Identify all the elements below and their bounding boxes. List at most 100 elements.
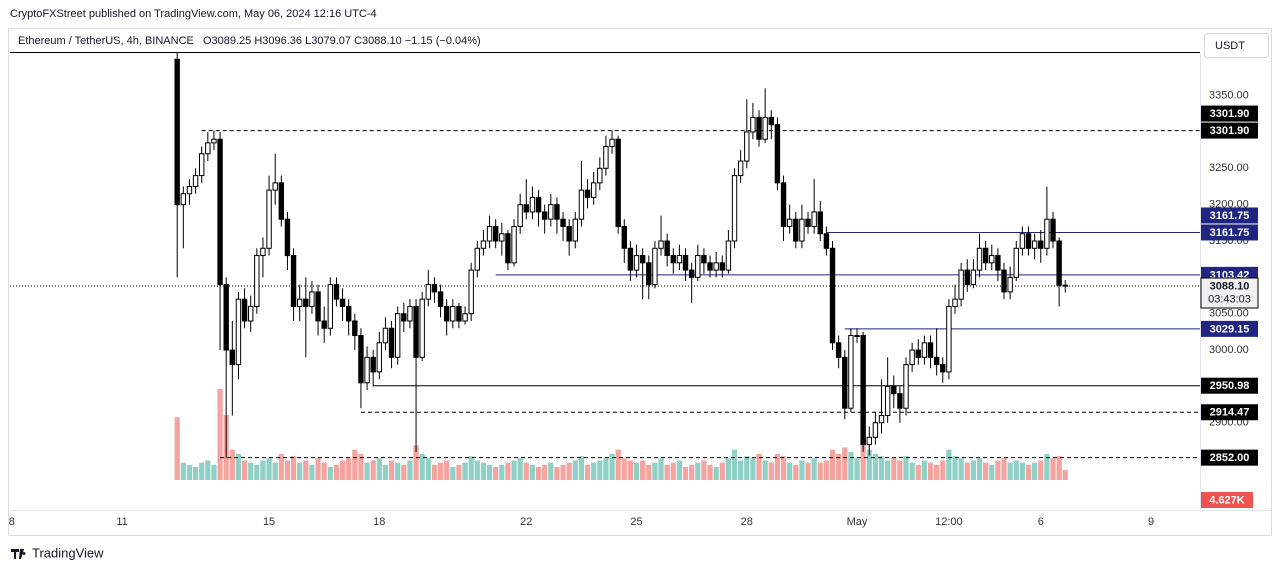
volume-bar [376,458,382,480]
candle-body [854,335,860,338]
volume-bar [566,462,572,480]
volume-bar [480,462,487,480]
candle-body [995,255,1001,271]
volume-bar [364,462,370,480]
legend: Ethereum / TetherUS, 4h, BINANCE O3089.2… [18,35,481,47]
currency-button-label[interactable]: USDT [1215,40,1245,52]
candle-body [940,364,946,373]
currency-button[interactable]: USDT [1204,33,1269,58]
candle-body [462,313,468,322]
candle-body [486,225,493,242]
candle-body [431,284,438,293]
volume-bar [174,417,180,480]
volume-bar [248,462,254,480]
volume-bar [842,447,848,480]
candle-body [695,255,701,278]
volume-bar [309,464,315,480]
volume-bar [578,456,585,480]
volume-bar [1044,454,1050,480]
x-tick-label: 15 [263,516,275,528]
volume-bar [321,462,327,480]
volume-bar [970,460,976,480]
candle-body [192,175,199,187]
y-tick-label: 3250.00 [1209,162,1249,174]
publisher-header: CryptoFXStreet published on TradingView.… [10,8,377,20]
candle-body [260,247,266,257]
candle-body [554,204,560,220]
volume-bar [388,460,395,480]
volume-bar [866,449,872,480]
volume-bar [303,460,309,480]
volume-bar [903,456,909,480]
volume-bar [437,462,444,480]
level-badge-box [1201,404,1258,421]
legend-c: C [354,35,362,47]
volume-bar [266,458,272,480]
chart-frame [8,28,1272,536]
candle-body [180,193,187,206]
legend-l: L [305,35,311,47]
volume-bar [762,460,768,480]
volume-bar [486,464,493,480]
level-badge-text: 3161.75 [1210,227,1250,239]
volume-bar [946,449,952,480]
volume-bar [352,449,358,480]
candle-body [952,298,958,307]
candle-body [535,196,542,213]
candle-body [523,204,529,213]
candle-body [425,284,432,300]
candle-body [358,335,364,384]
candle-body [946,305,952,373]
candle-body [376,342,383,373]
volume-bar [333,464,340,480]
volume-bar [535,467,542,480]
y-tick-label: 3000.00 [1209,344,1249,356]
x-tick-label: 9 [1148,516,1154,528]
volume-bar [633,462,640,480]
candle-body [793,218,799,242]
candle-body [805,218,811,227]
volume-bar [235,454,242,480]
volume-bar [205,460,211,480]
candle-body [621,225,627,249]
level-badge-text: 3161.75 [1210,210,1250,222]
volume-bar [713,467,719,480]
volume-bar [1001,458,1007,480]
volume-bar [848,451,854,480]
volume-bar [621,458,627,480]
candle-body [646,262,652,286]
volume-bar [1013,460,1019,480]
candle-body [370,356,376,373]
volume-bar [878,456,885,480]
candle-body [511,225,517,264]
volume-bar [1062,469,1068,480]
currency-button-box[interactable] [1204,33,1269,58]
level-layer [10,130,1200,459]
volume-bar [474,460,480,480]
legend-h-value: 3096.36 [262,35,302,47]
legend-change: −1.15 [405,35,433,47]
candle-body [958,269,964,300]
volume-bar [284,460,291,480]
volume-bar [407,460,413,480]
candle-body [756,116,762,140]
candle-body [499,233,505,242]
candle-body [345,305,352,322]
candle-body [1001,269,1007,293]
level-badge-box [1201,105,1258,122]
candle-body [860,335,866,446]
volume-bar [774,454,781,480]
candle-body [762,116,768,140]
candle-body [560,218,566,227]
volume-bar [707,464,713,480]
volume-badge-box [1201,492,1253,508]
candle-body [927,342,934,358]
volume-bar [327,467,333,480]
legend-symbol: Ethereum / TetherUS, 4h, BINANCE [18,35,194,47]
candle-body [303,298,309,307]
candle-body [529,196,536,213]
volume-bar [756,454,762,480]
x-tick-label: 22 [520,516,532,528]
candle-body [835,342,842,358]
